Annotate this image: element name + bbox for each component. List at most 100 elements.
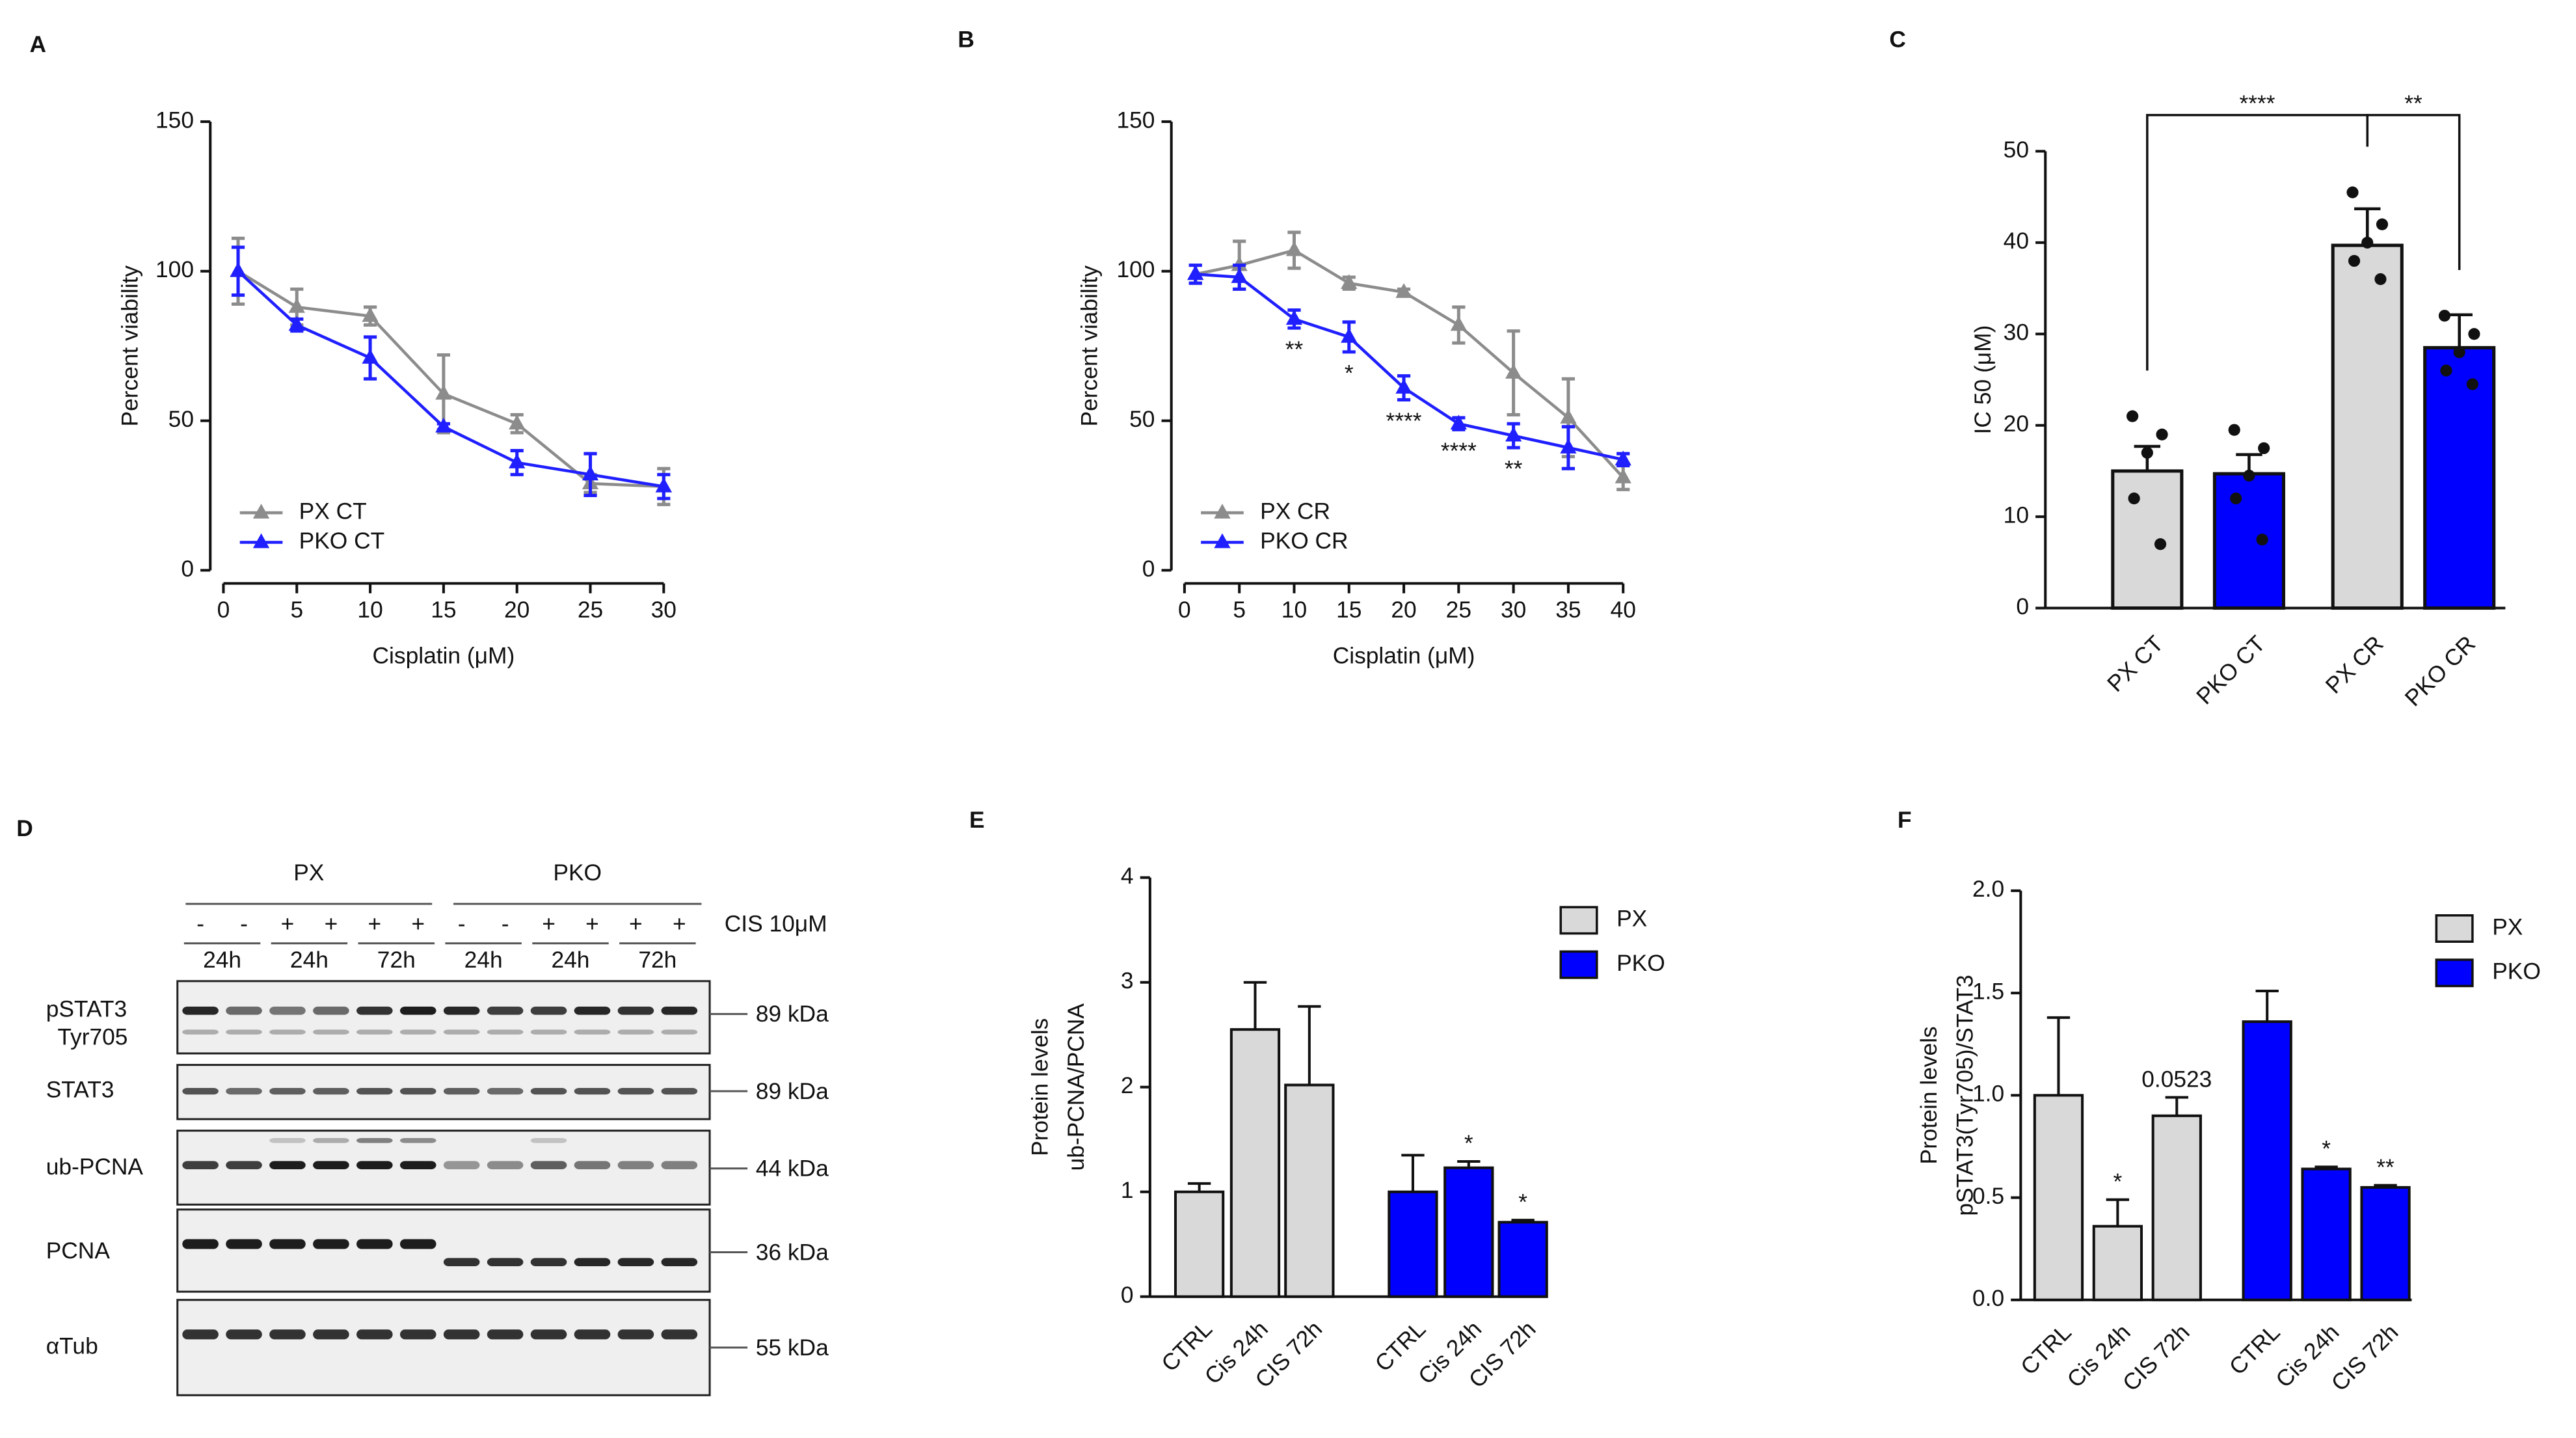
y-tick-label: 150 — [155, 107, 194, 133]
y-tick-label: 1.0 — [1972, 1081, 2004, 1107]
y-tick-label: 10 — [2004, 502, 2029, 528]
error-bar — [1187, 1182, 1211, 1192]
significance: * — [1464, 1131, 1473, 1156]
y-tick-label: 3 — [1121, 968, 1134, 994]
panel-letter: F — [1898, 807, 1912, 833]
blot-band — [313, 1239, 349, 1249]
blot-band — [617, 1161, 654, 1169]
blot-band — [487, 1329, 524, 1340]
blot-band — [574, 1087, 611, 1095]
blot-band — [487, 1161, 524, 1169]
data-point — [2256, 534, 2268, 546]
y-tick-label: 2.0 — [1972, 876, 2004, 902]
marker — [1285, 310, 1303, 325]
data-point — [2374, 273, 2387, 286]
blot-band — [661, 1087, 698, 1095]
legend-swatch — [2435, 914, 2474, 943]
y-tick-label: 40 — [2004, 228, 2029, 254]
y-axis-label: Percent viability — [117, 265, 142, 427]
y-tick-label: 50 — [1129, 407, 1155, 432]
row-label: STAT3 — [46, 1077, 114, 1102]
marker — [1505, 364, 1522, 379]
blot-band — [574, 1029, 611, 1035]
bar — [1284, 1083, 1335, 1298]
legend-swatch — [1559, 950, 1598, 979]
blot-band — [530, 1258, 567, 1266]
blot-band — [487, 1029, 524, 1035]
lane-sign: + — [629, 911, 643, 936]
lane-sign: - — [240, 911, 248, 936]
y-tick-label: 100 — [1116, 257, 1155, 282]
error-bar — [2106, 1198, 2130, 1227]
marker — [1341, 274, 1358, 290]
data-point — [2466, 378, 2478, 390]
bracket — [2366, 114, 2461, 270]
x-tick-label: 20 — [504, 597, 530, 623]
marker — [1505, 426, 1522, 442]
data-point — [2438, 310, 2451, 322]
blot-band — [574, 1258, 611, 1266]
blot-band — [182, 1006, 219, 1015]
error-bar — [2314, 1165, 2338, 1169]
blot-band — [661, 1258, 698, 1266]
lane-sign: + — [411, 911, 425, 936]
y-axis-label: Protein levels — [1916, 1026, 1942, 1164]
error-bar — [1243, 981, 1267, 1030]
marker — [1450, 316, 1467, 331]
blot-band — [574, 1006, 611, 1015]
blot-band — [443, 1329, 480, 1340]
data-point — [2128, 492, 2140, 505]
legend-label: PX — [2492, 914, 2523, 940]
lane-sign: + — [325, 911, 338, 936]
x-tick-label: 0 — [217, 597, 230, 623]
significance: ** — [2404, 91, 2422, 116]
time-label: 24h — [203, 947, 241, 973]
blot-band — [530, 1138, 567, 1143]
blot-band — [617, 1029, 654, 1035]
blot-band — [269, 1029, 306, 1035]
blot-band — [313, 1006, 349, 1015]
blot-band — [443, 1258, 480, 1266]
blot-band — [443, 1006, 480, 1015]
blot-band — [399, 1329, 436, 1340]
x-tick-label: 20 — [1391, 597, 1416, 623]
lane-sign: + — [673, 911, 686, 936]
bar — [2151, 1114, 2202, 1301]
x-tick-label: 30 — [1501, 597, 1526, 623]
y-tick-label: 30 — [2004, 320, 2029, 346]
x-tick-label: 25 — [578, 597, 603, 623]
size-label: 55 kDa — [756, 1335, 829, 1361]
treatment-label: CIS 10μM — [725, 911, 827, 936]
bar — [1388, 1190, 1438, 1298]
blot-band — [530, 1029, 567, 1035]
blot-band — [356, 1087, 393, 1095]
y-tick-label: 100 — [155, 257, 194, 282]
blot-band — [443, 1161, 480, 1169]
x-tick-label: 10 — [357, 597, 382, 623]
marker — [230, 262, 247, 277]
lane-sign: + — [281, 911, 295, 936]
significance: ** — [1505, 457, 1523, 482]
legend-label: PX CT — [299, 498, 367, 524]
y-axis-label: IC 50 (μM) — [1970, 325, 1996, 435]
bar — [2033, 1094, 2084, 1301]
marker — [1395, 283, 1412, 298]
x-tick-label: 30 — [651, 597, 677, 623]
blot-band — [356, 1029, 393, 1035]
blot-band — [356, 1239, 393, 1249]
row-label: PCNA — [46, 1238, 111, 1264]
blot-panel — [176, 980, 711, 1055]
data-point — [2156, 428, 2168, 441]
size-label: 89 kDa — [756, 1001, 829, 1027]
blot-band — [269, 1138, 306, 1143]
panel-letter: A — [29, 32, 46, 57]
x-tick-label: 35 — [1555, 597, 1581, 623]
significance: * — [1518, 1189, 1527, 1215]
blot-band — [269, 1087, 306, 1095]
bar — [1174, 1190, 1225, 1298]
marker — [1395, 379, 1412, 394]
blot-band — [530, 1006, 567, 1015]
data-point — [2376, 218, 2389, 230]
data-point — [2141, 446, 2153, 459]
